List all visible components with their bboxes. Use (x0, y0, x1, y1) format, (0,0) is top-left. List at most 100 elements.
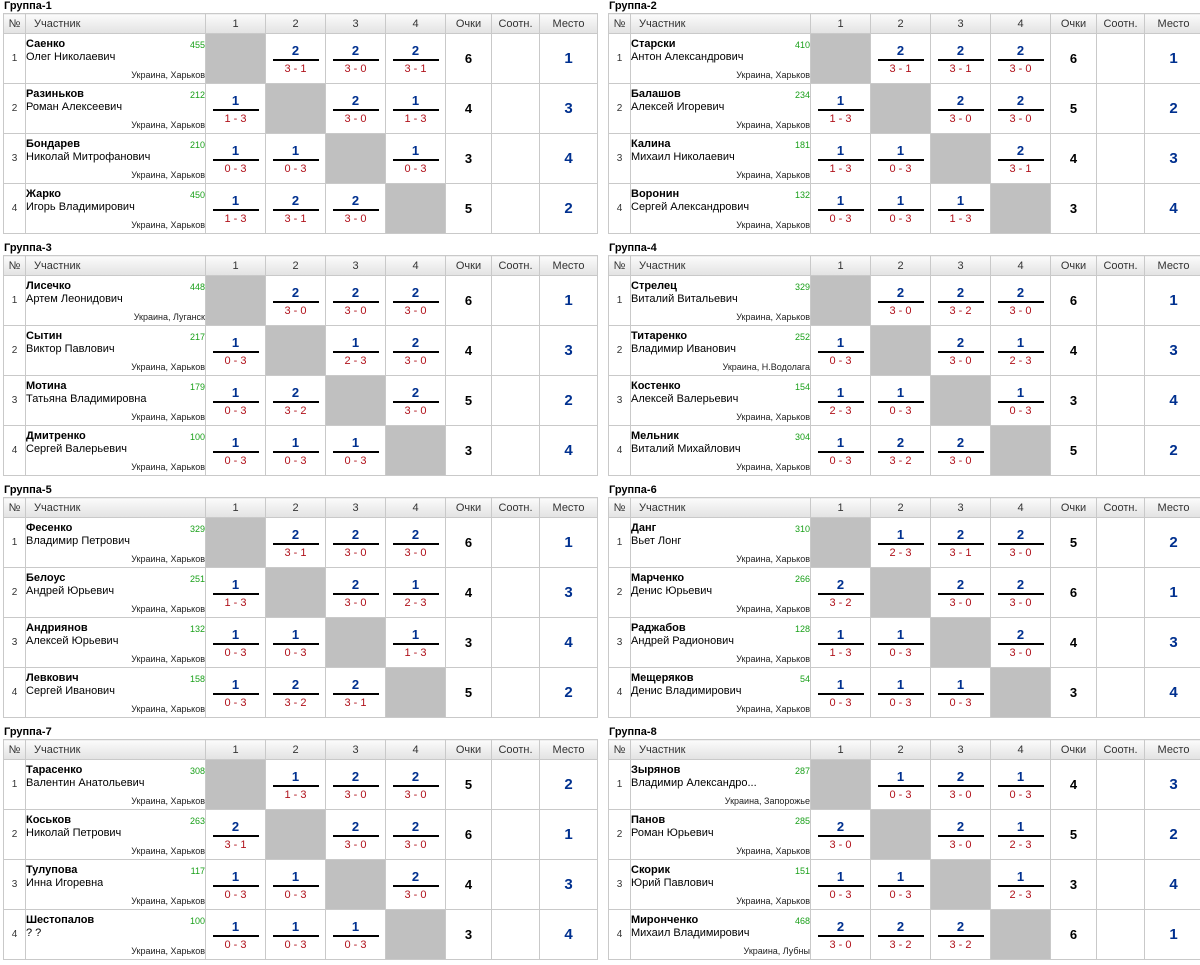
player-cell[interactable]: Шестопалов 100 ? ? Украина, Харьков (25, 909, 206, 960)
header-participant[interactable]: Участник (25, 739, 206, 760)
match-result[interactable]: 2 3 - 0 (325, 759, 386, 810)
match-result[interactable]: 2 3 - 2 (265, 667, 326, 718)
player-last-name[interactable]: Мотина (26, 379, 67, 392)
match-result[interactable]: 1 0 - 3 (205, 375, 266, 426)
player-last-name[interactable]: Разиньков (26, 87, 84, 100)
match-result[interactable]: 2 3 - 1 (870, 33, 931, 84)
header-points[interactable]: Очки (1050, 739, 1097, 760)
match-result[interactable]: 2 3 - 2 (265, 375, 326, 426)
match-result[interactable]: 1 1 - 3 (265, 759, 326, 810)
match-result[interactable]: 2 3 - 1 (930, 33, 991, 84)
match-result[interactable]: 1 0 - 3 (870, 759, 931, 810)
match-result[interactable]: 2 3 - 1 (205, 809, 266, 860)
player-last-name[interactable]: Бондарев (26, 137, 80, 150)
match-result[interactable]: 1 0 - 3 (870, 667, 931, 718)
match-result[interactable]: 2 3 - 0 (265, 275, 326, 326)
match-result[interactable]: 2 3 - 1 (325, 667, 386, 718)
player-cell[interactable]: Воронин 132 Сергей Александрович Украина, Х… (630, 183, 811, 234)
match-result[interactable]: 2 3 - 0 (325, 275, 386, 326)
player-last-name[interactable]: Воронин (631, 187, 680, 200)
match-result[interactable]: 2 3 - 0 (930, 809, 991, 860)
match-result[interactable]: 1 2 - 3 (870, 517, 931, 568)
player-last-name[interactable]: Мельник (631, 429, 679, 442)
player-cell[interactable]: Саенко 455 Олег Николаевич Украина, Харьков (25, 33, 206, 84)
header-ratio[interactable]: Соотн. (1096, 497, 1145, 518)
match-result[interactable]: 2 3 - 1 (265, 183, 326, 234)
player-last-name[interactable]: Левкович (26, 671, 79, 684)
player-cell[interactable]: Белоус 251 Андрей Юрьевич Украина, Харьков (25, 567, 206, 618)
match-result[interactable]: 1 2 - 3 (990, 809, 1051, 860)
match-result[interactable]: 1 0 - 3 (205, 325, 266, 376)
header-participant[interactable]: Участник (630, 497, 811, 518)
player-last-name[interactable]: Зырянов (631, 763, 681, 776)
player-cell[interactable]: Панов 285 Роман Юрьевич Украина, Харьков (630, 809, 811, 860)
match-result[interactable]: 1 0 - 3 (810, 425, 871, 476)
match-result[interactable]: 2 3 - 0 (385, 275, 446, 326)
player-last-name[interactable]: Стрелец (631, 279, 677, 292)
match-result[interactable]: 2 3 - 1 (265, 33, 326, 84)
match-result[interactable]: 2 3 - 0 (810, 809, 871, 860)
match-result[interactable]: 1 0 - 3 (265, 617, 326, 668)
header-ratio[interactable]: Соотн. (491, 739, 540, 760)
header-place[interactable]: Место (539, 739, 598, 760)
match-result[interactable]: 2 3 - 0 (385, 325, 446, 376)
match-result[interactable]: 2 3 - 0 (930, 83, 991, 134)
match-result[interactable]: 2 3 - 0 (325, 183, 386, 234)
match-result[interactable]: 2 3 - 0 (325, 567, 386, 618)
match-result[interactable]: 1 0 - 3 (265, 133, 326, 184)
player-cell[interactable]: Зырянов 287 Владимир Александро... Украина,… (630, 759, 811, 810)
header-place[interactable]: Место (1144, 13, 1200, 34)
player-cell[interactable]: Андриянов 132 Алексей Юрьевич Украина, Харь… (25, 617, 206, 668)
match-result[interactable]: 1 0 - 3 (265, 859, 326, 910)
header-ratio[interactable]: Соотн. (491, 13, 540, 34)
match-result[interactable]: 1 2 - 3 (385, 567, 446, 618)
match-result[interactable]: 2 3 - 1 (930, 517, 991, 568)
match-result[interactable]: 2 3 - 0 (930, 425, 991, 476)
match-result[interactable]: 1 0 - 3 (205, 909, 266, 960)
player-last-name[interactable]: Фесенко (26, 521, 73, 534)
match-result[interactable]: 1 0 - 3 (810, 859, 871, 910)
player-last-name[interactable]: Тулупова (26, 863, 78, 876)
match-result[interactable]: 1 0 - 3 (325, 425, 386, 476)
player-cell[interactable]: Мельник 304 Виталий Михайлович Украина, Хар… (630, 425, 811, 476)
match-result[interactable]: 1 0 - 3 (870, 133, 931, 184)
header-participant[interactable]: Участник (25, 13, 206, 34)
match-result[interactable]: 2 3 - 0 (385, 759, 446, 810)
match-result[interactable]: 1 0 - 3 (205, 133, 266, 184)
player-last-name[interactable]: Миронченко (631, 913, 699, 926)
player-last-name[interactable]: Андриянов (26, 621, 88, 634)
match-result[interactable]: 2 3 - 2 (810, 567, 871, 618)
player-last-name[interactable]: Старски (631, 37, 676, 50)
match-result[interactable]: 2 3 - 2 (930, 909, 991, 960)
match-result[interactable]: 1 1 - 3 (930, 183, 991, 234)
header-ratio[interactable]: Соотн. (1096, 255, 1145, 276)
player-last-name[interactable]: Марченко (631, 571, 685, 584)
header-participant[interactable]: Участник (25, 255, 206, 276)
player-last-name[interactable]: Данг (631, 521, 657, 534)
header-points[interactable]: Очки (1050, 497, 1097, 518)
match-result[interactable]: 2 3 - 0 (870, 275, 931, 326)
player-cell[interactable]: Левкович 158 Сергей Иванович Украина, Харьк… (25, 667, 206, 718)
match-result[interactable]: 1 1 - 3 (205, 83, 266, 134)
player-cell[interactable]: Калина 181 Михаил Николаевич Украина, Харьк… (630, 133, 811, 184)
player-cell[interactable]: Жарко 450 Игорь Владимирович Украина, Харьк… (25, 183, 206, 234)
match-result[interactable]: 1 2 - 3 (990, 325, 1051, 376)
match-result[interactable]: 1 0 - 3 (810, 325, 871, 376)
match-result[interactable]: 2 3 - 0 (990, 83, 1051, 134)
player-cell[interactable]: Тулупова 117 Инна Игоревна Украина, Харьков (25, 859, 206, 910)
header-ratio[interactable]: Соотн. (491, 497, 540, 518)
header-place[interactable]: Место (539, 497, 598, 518)
match-result[interactable]: 2 3 - 2 (930, 275, 991, 326)
match-result[interactable]: 2 3 - 0 (930, 325, 991, 376)
match-result[interactable]: 2 3 - 0 (990, 567, 1051, 618)
player-cell[interactable]: Костенко 154 Алексей Валерьевич Украина, Ха… (630, 375, 811, 426)
match-result[interactable]: 1 0 - 3 (205, 667, 266, 718)
header-participant[interactable]: Участник (630, 739, 811, 760)
player-last-name[interactable]: Калина (631, 137, 671, 150)
match-result[interactable]: 1 0 - 3 (265, 909, 326, 960)
match-result[interactable]: 2 3 - 0 (810, 909, 871, 960)
match-result[interactable]: 1 0 - 3 (990, 759, 1051, 810)
match-result[interactable]: 2 3 - 0 (385, 375, 446, 426)
match-result[interactable]: 1 2 - 3 (810, 375, 871, 426)
match-result[interactable]: 2 3 - 2 (870, 909, 931, 960)
